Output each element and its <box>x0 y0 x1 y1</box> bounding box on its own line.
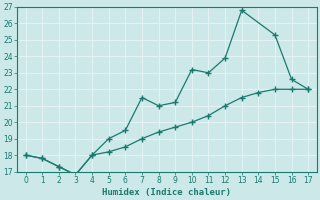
X-axis label: Humidex (Indice chaleur): Humidex (Indice chaleur) <box>102 188 231 197</box>
